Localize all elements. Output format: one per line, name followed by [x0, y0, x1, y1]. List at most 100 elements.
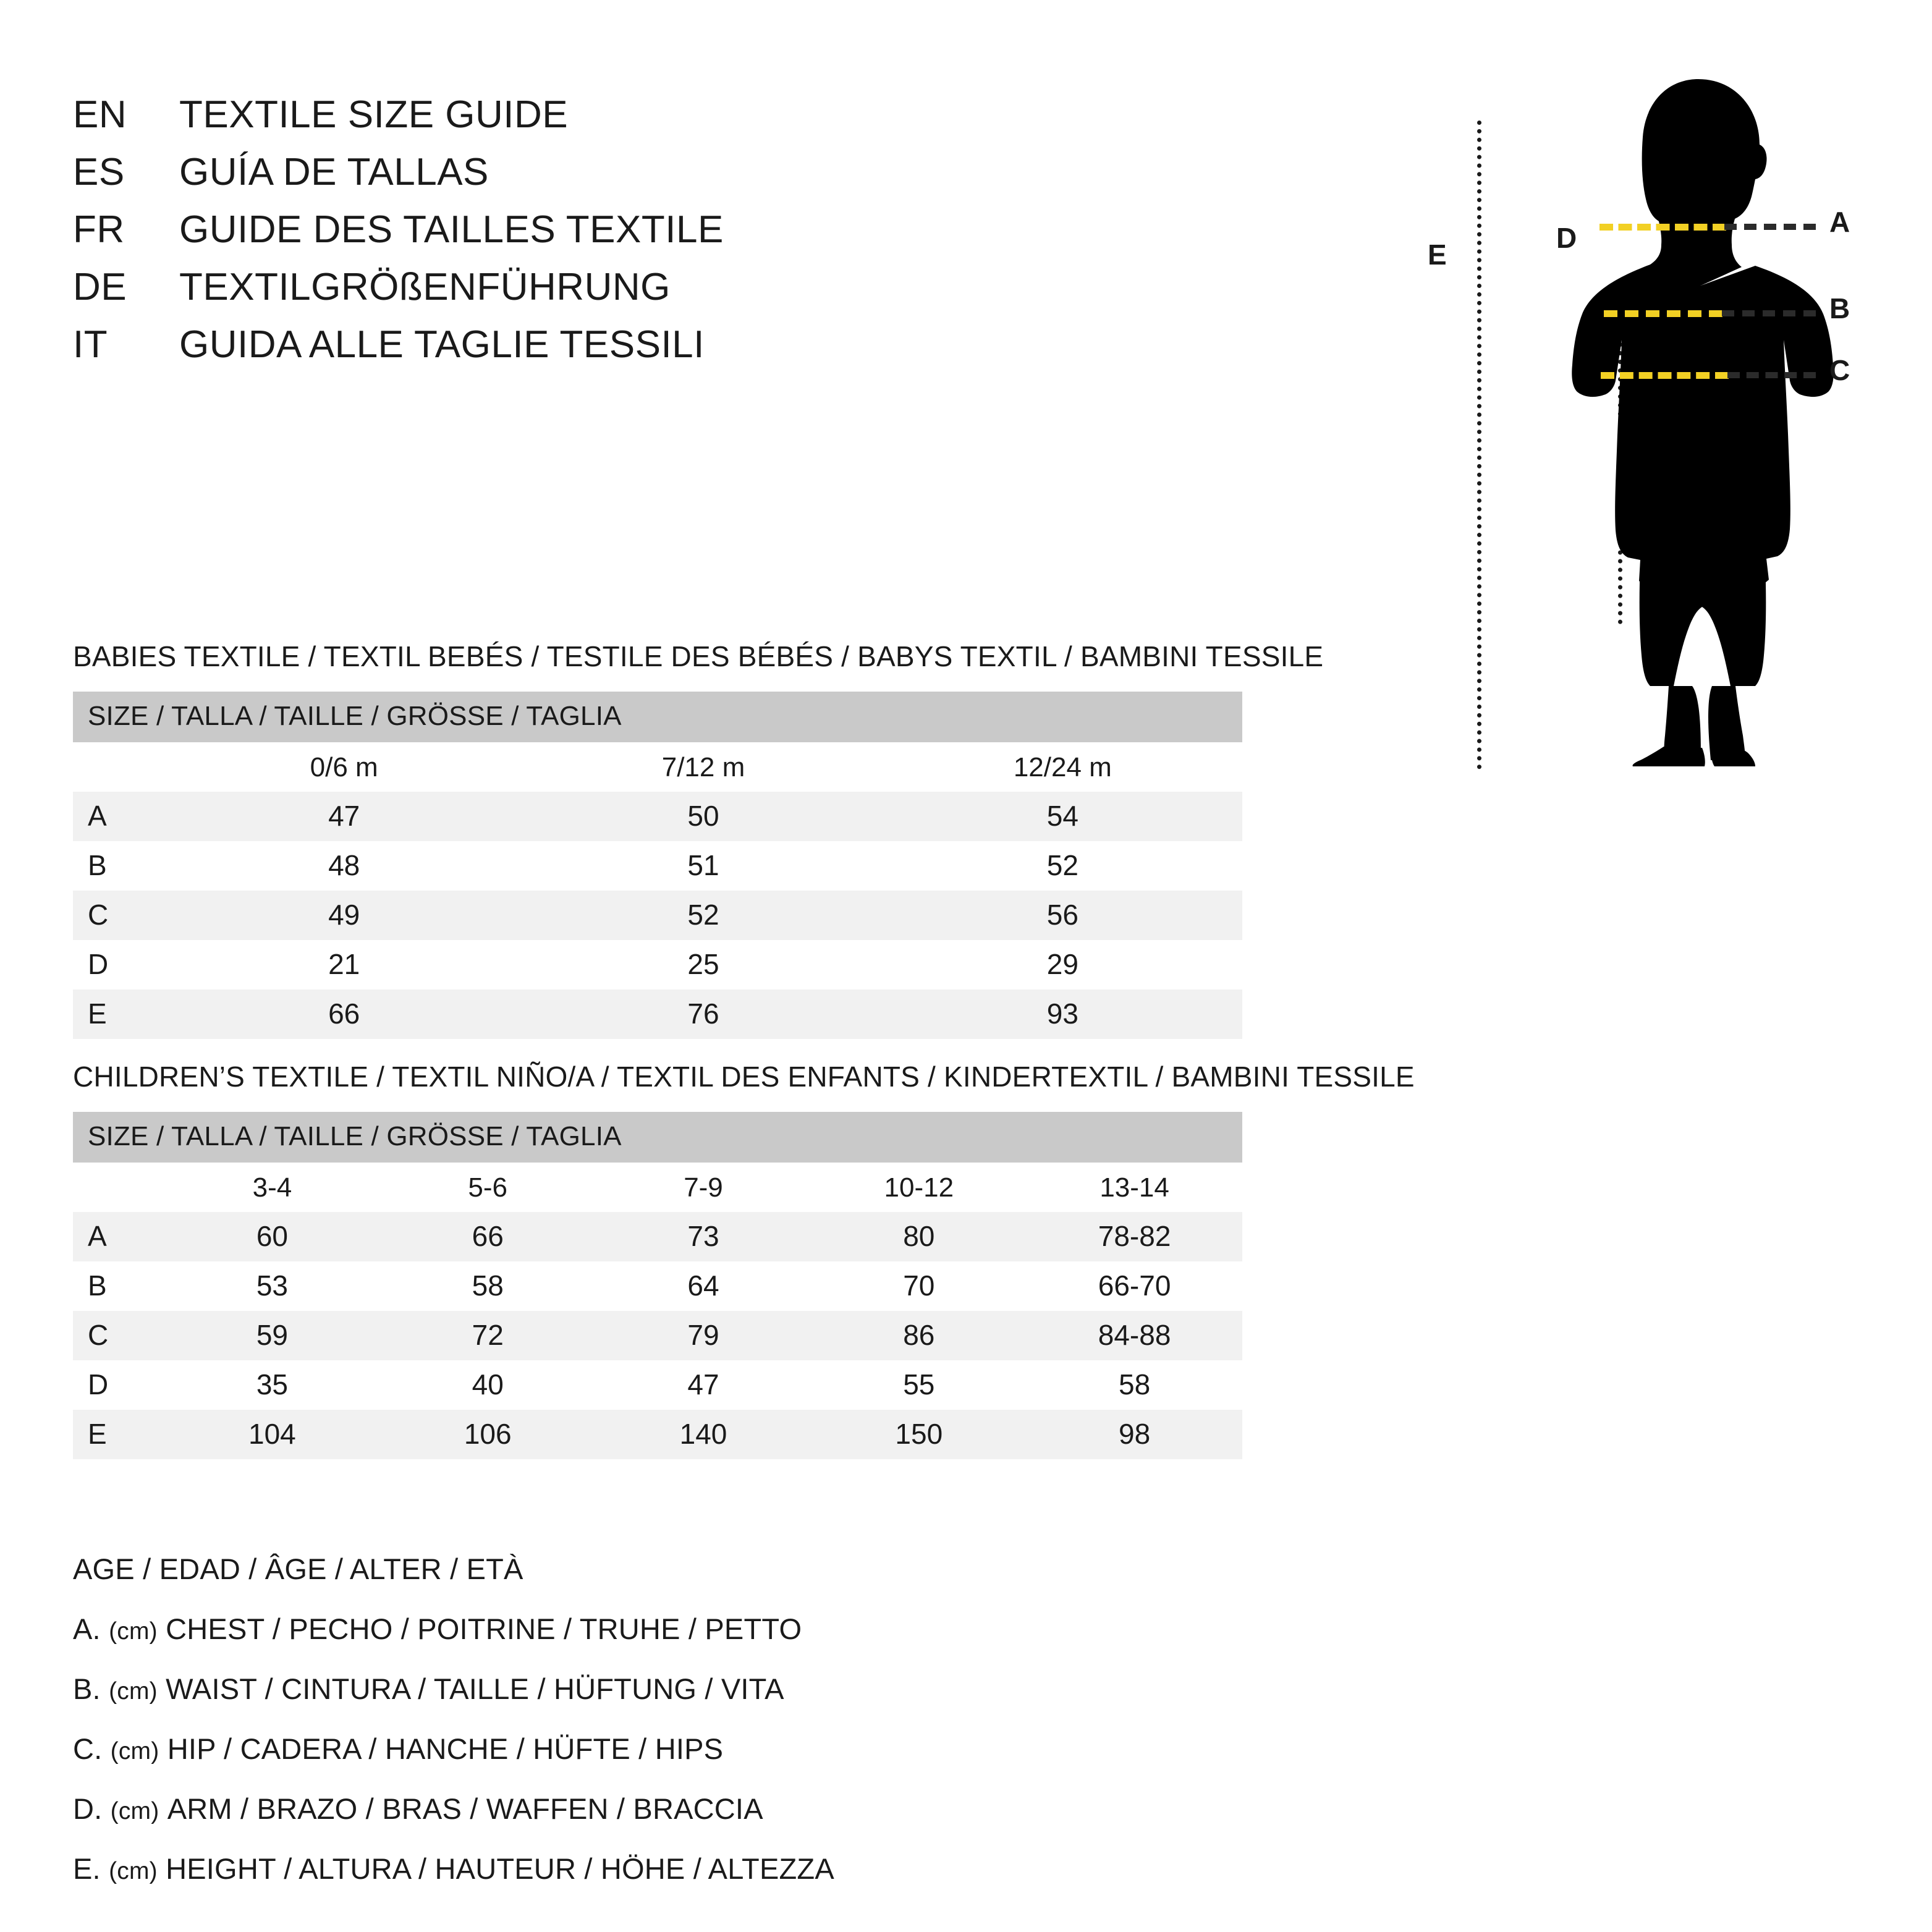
children-cell-c-0: 59 [164, 1311, 380, 1360]
babies-row-label-b: B [73, 841, 164, 891]
legend-key-c: C. [73, 1732, 103, 1765]
legend-text-b: WAIST / CINTURA / TAILLE / HÜFTUNG / VIT… [166, 1672, 784, 1705]
children-col-header-1: 5-6 [379, 1163, 596, 1212]
table-row: A 47 50 54 [73, 792, 1242, 841]
children-cell-d-2: 47 [595, 1360, 811, 1410]
children-cell-b-2: 64 [595, 1261, 811, 1311]
diagram-label-b: B [1829, 292, 1850, 324]
babies-cell-b-2: 52 [883, 841, 1242, 891]
children-cell-d-0: 35 [164, 1360, 380, 1410]
children-cell-c-2: 79 [595, 1311, 811, 1360]
hip-leader-line [1727, 372, 1816, 378]
children-col-header-2: 7-9 [595, 1163, 811, 1212]
table-row: B 53 58 64 70 66-70 [73, 1261, 1242, 1311]
children-cell-b-1: 58 [379, 1261, 596, 1311]
measurement-diagram: E D A B C [1403, 68, 1897, 769]
babies-cell-b-1: 51 [523, 841, 883, 891]
children-cell-d-3: 55 [811, 1360, 1027, 1410]
children-cell-c-1: 72 [379, 1311, 596, 1360]
language-code-es: ES [73, 151, 125, 193]
children-cell-e-4: 98 [1027, 1410, 1242, 1459]
language-row-en: EN TEXTILE SIZE GUIDE [73, 93, 876, 150]
children-row-label-c: C [73, 1311, 164, 1360]
children-row-label-d: D [73, 1360, 164, 1410]
legend-text-e: HEIGHT / ALTURA / HAUTEUR / HÖHE / ALTEZ… [166, 1852, 834, 1885]
babies-col-header-1: 7/12 m [523, 742, 883, 792]
language-row-fr: FR GUIDE DES TAILLES TEXTILE [73, 208, 876, 265]
table-row: C 59 72 79 86 84-88 [73, 1311, 1242, 1360]
children-size-table: SIZE / TALLA / TAILLE / GRÖSSE / TAGLIA … [73, 1112, 1242, 1459]
language-header: EN TEXTILE SIZE GUIDE ES GUÍA DE TALLAS … [73, 93, 876, 380]
language-row-it: IT GUIDA ALLE TAGLIE TESSILI [73, 323, 876, 380]
children-cell-c-3: 86 [811, 1311, 1027, 1360]
table-row: D 35 40 47 55 58 [73, 1360, 1242, 1410]
children-col-header-4: 13-14 [1027, 1163, 1242, 1212]
babies-cell-e-0: 66 [164, 989, 524, 1039]
babies-cell-b-0: 48 [164, 841, 524, 891]
babies-cell-a-2: 54 [883, 792, 1242, 841]
waist-measure-line [1604, 310, 1722, 317]
language-code-it: IT [73, 323, 108, 366]
legend-text-c: HIP / CADERA / HANCHE / HÜFTE / HIPS [167, 1732, 724, 1765]
diagram-label-e: E [1428, 239, 1447, 271]
babies-cell-a-0: 47 [164, 792, 524, 841]
children-cell-b-3: 70 [811, 1261, 1027, 1311]
legend-unit-d: (cm) [110, 1798, 159, 1824]
babies-cell-a-1: 50 [523, 792, 883, 841]
legend-key-e: E. [73, 1852, 101, 1885]
language-title-fr: GUIDE DES TAILLES TEXTILE [179, 208, 724, 251]
babies-cell-e-1: 76 [523, 989, 883, 1039]
babies-cell-c-1: 52 [523, 891, 883, 940]
chest-leader-line [1724, 224, 1816, 230]
babies-band-header: SIZE / TALLA / TAILLE / GRÖSSE / TAGLIA [73, 692, 1242, 742]
legend-item-a: A. (cm) CHEST / PECHO / POITRINE / TRUHE… [73, 1599, 1062, 1659]
children-row-label-e: E [73, 1410, 164, 1459]
language-code-de: DE [73, 266, 127, 308]
children-band-header-row: SIZE / TALLA / TAILLE / GRÖSSE / TAGLIA [73, 1112, 1242, 1163]
babies-cell-e-2: 93 [883, 989, 1242, 1039]
babies-col-header-blank [73, 742, 164, 792]
babies-column-header-row: 0/6 m 7/12 m 12/24 m [73, 742, 1242, 792]
babies-col-header-0: 0/6 m [164, 742, 524, 792]
legend-unit-b: (cm) [109, 1678, 158, 1705]
children-cell-d-4: 58 [1027, 1360, 1242, 1410]
legend-item-c: C. (cm) HIP / CADERA / HANCHE / HÜFTE / … [73, 1719, 1062, 1779]
legend-key-b: B. [73, 1672, 101, 1705]
diagram-label-a: A [1829, 206, 1850, 238]
children-row-label-a: A [73, 1212, 164, 1261]
babies-section: BABIES TEXTILE / TEXTIL BEBÉS / TESTILE … [73, 640, 1323, 1039]
legend-text-d: ARM / BRAZO / BRAS / WAFFEN / BRACCIA [167, 1792, 763, 1825]
children-cell-a-1: 66 [379, 1212, 596, 1261]
legend-text-a: CHEST / PECHO / POITRINE / TRUHE / PETTO [166, 1612, 802, 1645]
children-col-header-blank [73, 1163, 164, 1212]
language-title-de: TEXTILGRÖßENFÜHRUNG [179, 266, 671, 308]
diagram-label-d: D [1556, 222, 1577, 254]
chest-measure-line [1599, 224, 1726, 231]
children-cell-c-4: 84-88 [1027, 1311, 1242, 1360]
children-cell-a-3: 80 [811, 1212, 1027, 1261]
hip-measure-line [1601, 372, 1729, 379]
babies-cell-c-0: 49 [164, 891, 524, 940]
waist-leader-line [1722, 310, 1816, 316]
babies-row-label-e: E [73, 989, 164, 1039]
children-row-label-b: B [73, 1261, 164, 1311]
children-column-header-row: 3-4 5-6 7-9 10-12 13-14 [73, 1163, 1242, 1212]
children-cell-a-4: 78-82 [1027, 1212, 1242, 1261]
children-cell-b-4: 66-70 [1027, 1261, 1242, 1311]
table-row: B 48 51 52 [73, 841, 1242, 891]
babies-cell-c-2: 56 [883, 891, 1242, 940]
babies-band-header-row: SIZE / TALLA / TAILLE / GRÖSSE / TAGLIA [73, 692, 1242, 742]
language-title-it: GUIDA ALLE TAGLIE TESSILI [179, 323, 705, 366]
children-band-header: SIZE / TALLA / TAILLE / GRÖSSE / TAGLIA [73, 1112, 1242, 1163]
children-cell-a-0: 60 [164, 1212, 380, 1261]
language-row-es: ES GUÍA DE TALLAS [73, 150, 876, 208]
legend-age-line: AGE / EDAD / ÂGE / ALTER / ETÀ [73, 1553, 523, 1585]
table-row: A 60 66 73 80 78-82 [73, 1212, 1242, 1261]
table-row: D 21 25 29 [73, 940, 1242, 989]
language-code-fr: FR [73, 208, 125, 251]
children-cell-e-2: 140 [595, 1410, 811, 1459]
babies-row-label-d: D [73, 940, 164, 989]
legend-key-d: D. [73, 1792, 103, 1825]
babies-row-label-a: A [73, 792, 164, 841]
children-cell-e-1: 106 [379, 1410, 596, 1459]
